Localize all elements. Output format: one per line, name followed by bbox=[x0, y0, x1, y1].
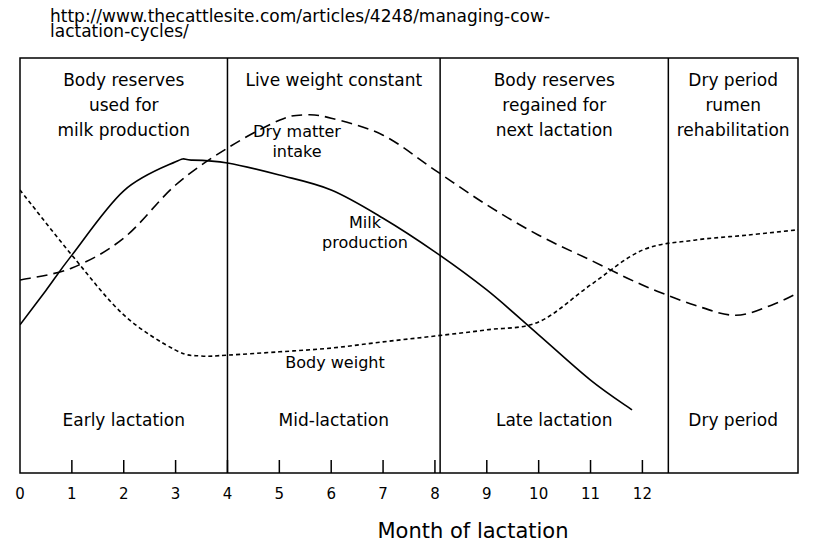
x-tick bbox=[175, 460, 177, 473]
series-label-line: intake bbox=[272, 142, 321, 161]
phase-bottom-label: Early lactation bbox=[62, 410, 184, 430]
phase-top-label: used for bbox=[89, 95, 159, 115]
x-tick bbox=[486, 460, 488, 473]
series-label-line: production bbox=[322, 233, 408, 252]
series-line bbox=[20, 115, 798, 316]
series-label-line: Dry matter bbox=[253, 122, 341, 141]
phase-bottom-label: Mid-lactation bbox=[279, 410, 389, 430]
x-tick-label: 8 bbox=[430, 485, 440, 503]
x-tick-label: 1 bbox=[67, 485, 77, 503]
series-group bbox=[20, 115, 798, 410]
x-tick bbox=[538, 460, 540, 473]
phase-top-label: rumen bbox=[705, 95, 761, 115]
phase-top-label: next lactation bbox=[496, 120, 613, 140]
phase-top-label: Dry period bbox=[688, 70, 778, 90]
phase-bottom-label: Dry period bbox=[688, 410, 778, 430]
series-label: Milkproduction bbox=[322, 213, 408, 252]
series-label: Dry matterintake bbox=[253, 122, 341, 161]
phase-top-label: milk production bbox=[57, 120, 190, 140]
x-tick bbox=[279, 460, 281, 473]
x-axis-label: Month of lactation bbox=[378, 519, 569, 543]
plot-frame bbox=[20, 58, 798, 473]
phase-divider bbox=[227, 58, 229, 473]
source: http://www.thecattlesite.com/articles/42… bbox=[50, 6, 550, 41]
series-label-line: Milk bbox=[349, 213, 382, 232]
x-tick bbox=[123, 460, 125, 473]
phase-bottom-label: Late lactation bbox=[496, 410, 613, 430]
x-tick bbox=[330, 460, 332, 473]
source-line: lactation-cycles/ bbox=[50, 21, 189, 41]
x-tick-label: 0 bbox=[15, 485, 25, 503]
phase-divider bbox=[439, 58, 441, 473]
phase-divider bbox=[668, 58, 670, 473]
x-tick-label: 9 bbox=[482, 485, 492, 503]
series-label: Body weight bbox=[285, 353, 384, 372]
series-label-line: Body weight bbox=[285, 353, 384, 372]
x-tick bbox=[71, 460, 73, 473]
phase-top-label: Body reserves bbox=[63, 70, 184, 90]
x-tick-label: 12 bbox=[633, 485, 652, 503]
series-line bbox=[20, 159, 632, 410]
phase-top-label: regained for bbox=[502, 95, 606, 115]
chart: http://www.thecattlesite.com/articles/42… bbox=[0, 0, 836, 546]
x-tick bbox=[642, 460, 644, 473]
x-tick-label: 7 bbox=[378, 485, 388, 503]
x-tick-label: 10 bbox=[529, 485, 548, 503]
x-tick-label: 2 bbox=[119, 485, 129, 503]
x-tick bbox=[382, 460, 384, 473]
phase-top-label: rehabilitation bbox=[677, 120, 790, 140]
phase-top-label: Live weight constant bbox=[245, 70, 422, 90]
x-tick-label: 6 bbox=[326, 485, 336, 503]
x-tick bbox=[227, 460, 229, 473]
x-tick-label: 11 bbox=[581, 485, 600, 503]
series-line bbox=[20, 190, 798, 356]
x-tick-label: 3 bbox=[171, 485, 181, 503]
x-tick bbox=[434, 460, 436, 473]
x-tick-label: 5 bbox=[275, 485, 285, 503]
x-tick bbox=[590, 460, 592, 473]
x-tick-label: 4 bbox=[223, 485, 233, 503]
phase-top-label: Body reserves bbox=[494, 70, 615, 90]
